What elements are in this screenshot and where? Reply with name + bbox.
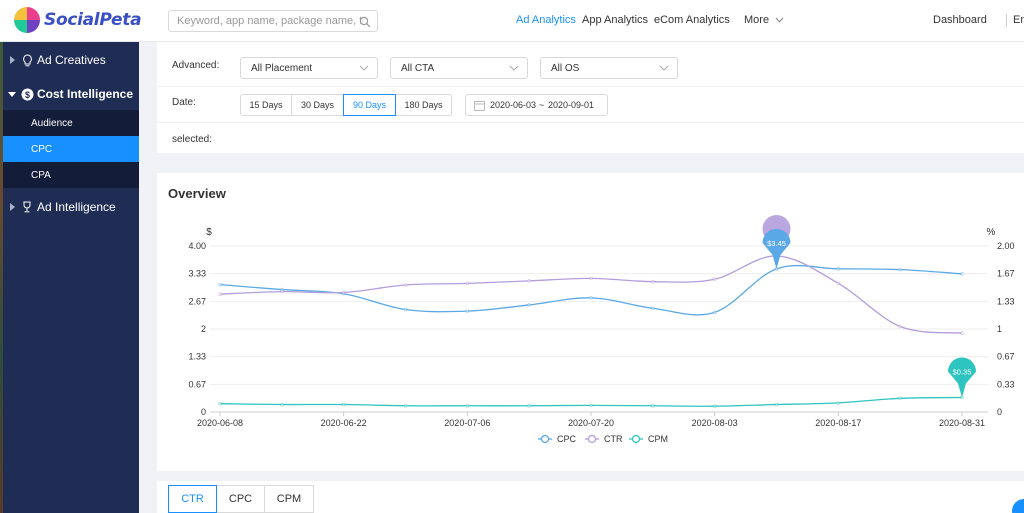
sidebar: Ad Creatives $ Cost Intelligence Audienc…: [3, 42, 139, 513]
tab-cpm[interactable]: CPM: [264, 485, 314, 513]
svg-text:$: $: [24, 90, 29, 100]
logo[interactable]: SocialPeta: [14, 7, 142, 33]
nav-more[interactable]: More: [744, 14, 784, 26]
search-box: [168, 10, 378, 32]
nav-more-label: More: [744, 14, 770, 26]
date-label: Date:: [172, 97, 196, 108]
selected-label: selected:: [172, 134, 213, 145]
day-option-15[interactable]: 15 Days: [240, 94, 292, 116]
chevron-down-icon: [775, 17, 784, 23]
logo-icon: [14, 7, 40, 33]
placement-value: All Placement: [251, 62, 313, 74]
chevron-down-icon: [509, 65, 519, 71]
day-option-30[interactable]: 30 Days: [291, 94, 344, 116]
divider: [1006, 14, 1007, 27]
language-switch[interactable]: Eng: [1013, 14, 1024, 26]
metric-tabs: CTR CPC CPM: [168, 485, 314, 513]
divider: [157, 86, 1024, 87]
chevron-down-icon: [359, 65, 369, 71]
cta-value: All CTA: [401, 62, 435, 74]
overview-panel: [157, 173, 1024, 471]
placement-select[interactable]: All Placement: [240, 57, 378, 79]
tab-cpc[interactable]: CPC: [216, 485, 265, 513]
brand-name: SocialPeta: [44, 10, 142, 30]
date-separator: ~: [539, 100, 545, 110]
caret-right-icon: [8, 203, 16, 211]
nav-app-analytics[interactable]: App Analytics: [582, 14, 649, 26]
sidebar-item-ad-creatives[interactable]: Ad Creatives: [3, 52, 139, 68]
tab-ctr[interactable]: CTR: [168, 485, 217, 513]
nav-ecom-analytics[interactable]: eCom Analytics: [654, 14, 730, 26]
calendar-icon: [474, 101, 485, 111]
caret-right-icon: [8, 56, 16, 64]
date-start: 2020-06-03: [490, 100, 537, 110]
sidebar-item-label: Ad Creatives: [37, 53, 106, 67]
nav-ad-analytics[interactable]: Ad Analytics: [516, 14, 576, 26]
advanced-label: Advanced:: [172, 60, 220, 71]
day-option-180[interactable]: 180 Days: [395, 94, 452, 116]
overview-title: Overview: [168, 186, 226, 201]
background-strip: [0, 42, 3, 513]
date-range-picker[interactable]: 2020-06-03 ~ 2020-09-01: [465, 94, 608, 116]
sidebar-item-cost-intelligence[interactable]: $ Cost Intelligence: [3, 86, 139, 102]
sidebar-item-label: Cost Intelligence: [37, 87, 134, 101]
lightbulb-icon: [20, 53, 34, 67]
os-value: All OS: [551, 62, 580, 74]
date-end: 2020-09-01: [548, 100, 595, 110]
day-option-90[interactable]: 90 Days: [343, 94, 396, 116]
os-select[interactable]: All OS: [540, 57, 678, 79]
sidebar-item-cpc[interactable]: CPC: [3, 136, 139, 162]
help-button[interactable]: [1012, 499, 1024, 513]
sidebar-item-ad-intelligence[interactable]: Ad Intelligence: [3, 199, 139, 215]
top-bar: SocialPeta Ad Analytics App Analytics eC…: [0, 0, 1024, 42]
cta-select[interactable]: All CTA: [390, 57, 528, 79]
divider: [157, 122, 1024, 123]
dollar-icon: $: [20, 88, 34, 101]
search-input[interactable]: [177, 11, 363, 31]
chevron-down-icon: [659, 65, 669, 71]
trophy-icon: [20, 201, 34, 213]
sidebar-item-label: Ad Intelligence: [37, 200, 116, 214]
sidebar-item-cpa[interactable]: CPA: [3, 162, 139, 188]
search-icon[interactable]: [359, 15, 371, 33]
nav-dashboard[interactable]: Dashboard: [933, 14, 987, 26]
caret-down-icon: [8, 91, 16, 97]
sidebar-item-audience[interactable]: Audience: [3, 110, 139, 136]
